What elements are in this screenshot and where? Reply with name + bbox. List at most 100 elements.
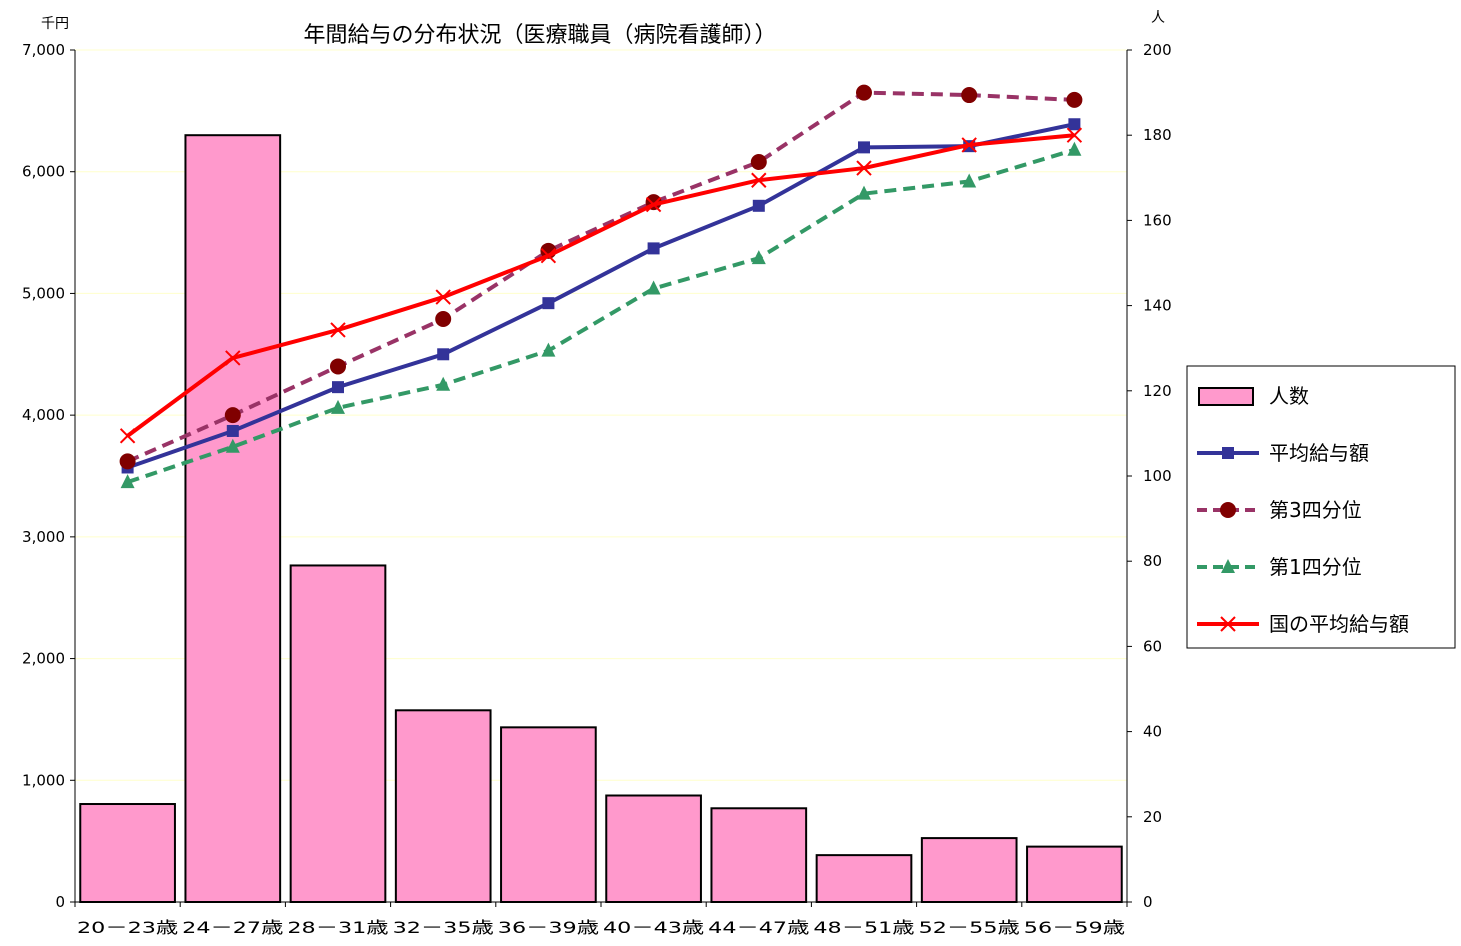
data-point-x: [1066, 127, 1083, 143]
x-tick-label: 56－59歳: [1024, 918, 1125, 937]
data-point-x: [751, 172, 767, 188]
left-tick-label: 0: [55, 893, 65, 911]
data-point-x: [645, 196, 662, 213]
data-point-x: [1220, 616, 1236, 632]
data-point-x: [330, 322, 346, 338]
data-point-triangle: [751, 250, 766, 265]
data-point-x: [856, 160, 872, 176]
right-tick-label: 140: [1143, 297, 1172, 315]
line-series: [119, 84, 1083, 489]
right-tick-label: 200: [1143, 41, 1172, 59]
data-point-circle: [435, 310, 452, 327]
x-tick-label: 28－31歳: [287, 918, 388, 937]
right-tick-label: 80: [1143, 552, 1162, 570]
x-tick-label: 32－35歳: [393, 918, 494, 937]
data-point-triangle: [962, 173, 977, 188]
bar: [710, 807, 808, 904]
bar: [79, 803, 176, 904]
data-point-square: [1222, 447, 1234, 459]
data-point-square: [332, 381, 344, 394]
data-point-x: [225, 350, 241, 366]
right-tick-label: 180: [1143, 126, 1172, 144]
right-tick-label: 20: [1143, 808, 1162, 826]
data-point-triangle: [436, 376, 451, 391]
bar: [184, 134, 282, 903]
right-axis-unit: 人: [1151, 10, 1165, 26]
data-point-circle: [1066, 91, 1083, 108]
left-tick-label: 2,000: [22, 650, 65, 668]
left-tick-label: 4,000: [22, 406, 65, 424]
data-point-x: [961, 137, 977, 153]
data-point-square: [437, 348, 450, 361]
chart-title: 年間給与の分布状況（医療職員（病院看護師））: [303, 23, 776, 48]
data-point-circle: [856, 84, 872, 101]
data-point-triangle: [120, 474, 135, 489]
legend-label: 第1四分位: [1269, 555, 1362, 579]
bar: [394, 709, 492, 903]
data-point-circle: [224, 407, 241, 424]
right-tick-label: 100: [1143, 467, 1172, 485]
data-point-circle: [119, 453, 136, 470]
bar: [920, 837, 1018, 903]
left-tick-label: 3,000: [22, 528, 65, 546]
legend-label: 第3四分位: [1269, 498, 1362, 522]
data-point-square: [647, 242, 660, 255]
series-2: [119, 84, 1083, 470]
data-point-triangle: [1067, 141, 1082, 156]
legend-label: 人数: [1269, 384, 1309, 408]
data-point-x: [435, 289, 451, 305]
bar: [605, 794, 702, 903]
bar: [815, 854, 913, 904]
axes: 0 1,000 2,000 3,000 4,000 5,000 6,000 7,000 0 20 4…: [22, 41, 1172, 937]
x-tick-label: 44－47歳: [708, 918, 809, 937]
left-tick-label: 1,000: [22, 771, 65, 789]
data-point-triangle: [331, 399, 345, 414]
left-tick-label: 5,000: [22, 284, 65, 302]
right-tick-label: 60: [1143, 637, 1162, 655]
data-point-square: [542, 297, 555, 310]
legend-swatch-bar: [1198, 387, 1254, 406]
data-point-triangle: [646, 280, 661, 295]
bar-series: [79, 134, 1123, 904]
legend-label: 平均給与額: [1269, 441, 1369, 465]
data-point-square: [226, 424, 239, 437]
bar: [500, 726, 597, 904]
data-point-triangle: [225, 438, 240, 453]
data-point-circle: [961, 87, 978, 104]
series-line: [126, 133, 1075, 438]
x-tick-label: 40－43歳: [603, 918, 704, 937]
left-tick-label: 7,000: [22, 41, 65, 59]
data-point-square: [858, 141, 870, 154]
data-point-circle: [330, 358, 346, 375]
data-point-circle: [1220, 502, 1236, 518]
series-line: [126, 90, 1075, 464]
series-3: [120, 141, 1082, 489]
legend-label: 国の平均給与額: [1269, 612, 1409, 636]
data-point-triangle: [541, 342, 556, 357]
data-point-x: [119, 428, 136, 444]
bar: [1026, 845, 1123, 903]
x-tick-label: 48－51歳: [813, 918, 914, 937]
right-tick-label: 160: [1143, 211, 1172, 229]
bar: [289, 564, 387, 904]
right-tick-label: 120: [1143, 382, 1172, 400]
data-point-triangle: [1221, 559, 1235, 573]
left-axis-unit: 千円: [41, 16, 69, 32]
x-tick-label: 52－55歳: [919, 918, 1020, 937]
series-line: [126, 122, 1075, 470]
series-4: [119, 127, 1083, 444]
right-tick-label: 40: [1143, 723, 1162, 741]
right-tick-label: 0: [1143, 893, 1153, 911]
x-tick-label: 36－39歳: [498, 918, 599, 937]
x-tick-label: 24－27歳: [182, 918, 283, 937]
data-point-square: [752, 199, 765, 212]
data-point-triangle: [857, 185, 871, 200]
x-tick-label: 20－23歳: [77, 918, 178, 937]
data-point-circle: [750, 153, 767, 170]
data-point-x: [540, 247, 557, 264]
left-tick-label: 6,000: [22, 163, 65, 181]
data-point-square: [1068, 118, 1081, 131]
series-line: [126, 147, 1075, 484]
